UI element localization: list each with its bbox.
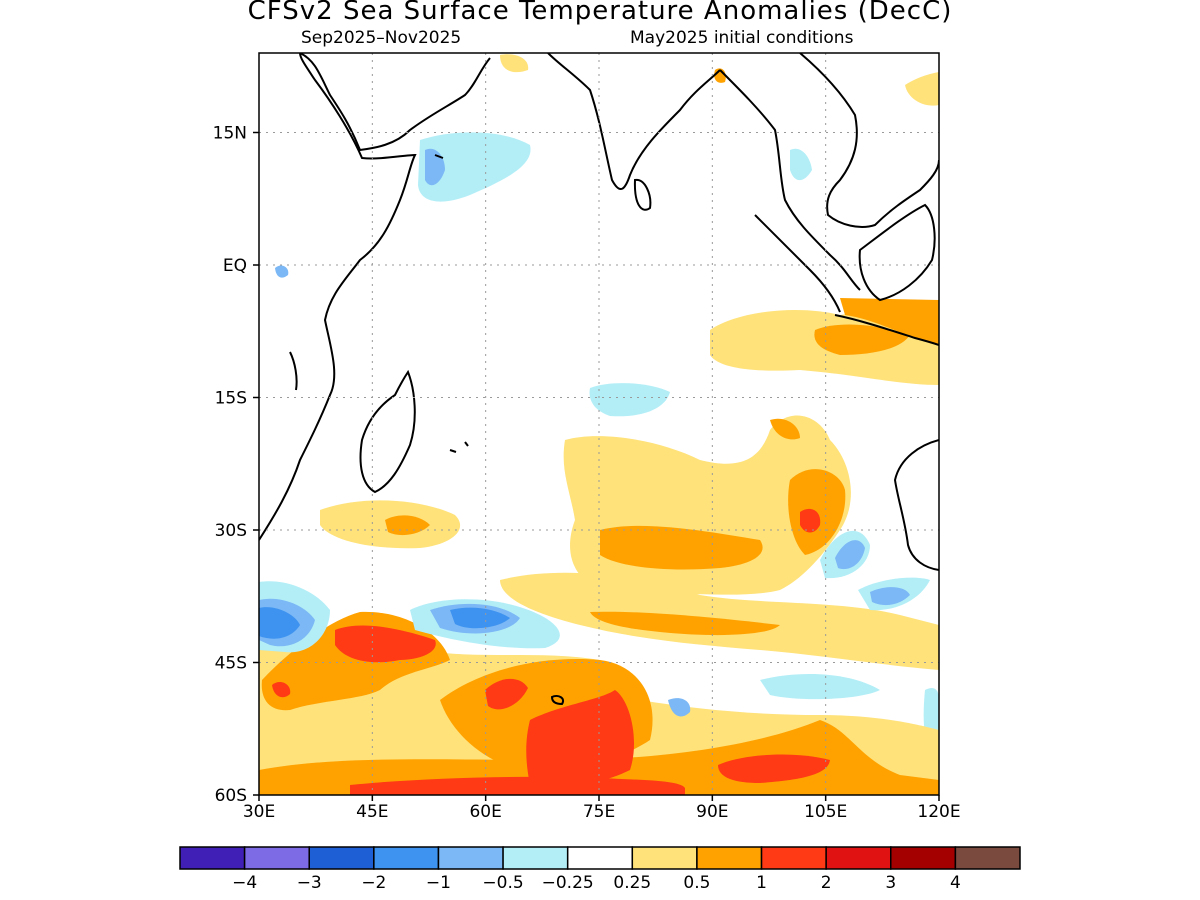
anomaly-patch-red (718, 754, 830, 783)
longitude-axis: 30E 45E 60E 75E 90E 105E 120E (243, 795, 961, 822)
x-tick-label: 105E (804, 802, 847, 822)
coastline-arabia (299, 53, 491, 152)
anomaly-patch-mid-blue (870, 587, 910, 606)
coastlines (259, 53, 939, 706)
x-tick-label: 45E (356, 802, 388, 822)
legend-label: 3 (885, 873, 896, 893)
anomaly-patch-blue (450, 607, 510, 629)
graticule (259, 53, 939, 795)
coastline-small-island (434, 154, 444, 159)
y-tick-label: 15N (213, 124, 247, 144)
legend-label: −0.25 (542, 873, 594, 893)
anomaly-patch-red (350, 776, 685, 795)
x-tick-label: 120E (917, 802, 960, 822)
legend-swatch (954, 846, 1021, 870)
sst-anomaly-field (259, 54, 939, 795)
legend-swatch (696, 846, 763, 870)
anomaly-patch-yellow (500, 54, 529, 73)
anomaly-patch-orange (770, 418, 800, 440)
coastline-borneo (858, 203, 936, 302)
anomaly-patch-orange (385, 515, 430, 536)
legend-label: 2 (821, 873, 832, 893)
coastline-madagascar (359, 369, 416, 494)
coastline-sri-lanka (633, 178, 652, 211)
legend-label: −3 (297, 873, 322, 893)
coastline-india (547, 53, 721, 190)
coastline-sumatra (754, 214, 841, 313)
coastline-australia (893, 439, 939, 571)
anomaly-patch-orange (840, 298, 939, 345)
x-tick-label: 75E (583, 802, 615, 822)
anomaly-patch-orange (814, 324, 910, 355)
x-tick-label: 90E (696, 802, 728, 822)
anomaly-patch-light-blue (760, 674, 880, 700)
anomaly-patch-orange (600, 525, 763, 570)
legend-label: −0.5 (482, 873, 523, 893)
legend-swatch (825, 846, 892, 870)
coastline-small-island (289, 351, 298, 391)
coastline-southeast-asia (719, 69, 861, 291)
anomaly-patch-mid-blue (275, 265, 289, 278)
anomaly-patch-mid-blue (835, 540, 865, 570)
legend-swatch (502, 846, 569, 870)
anomaly-patch-blue (259, 607, 300, 639)
legend-label: 0.5 (683, 873, 710, 893)
coastline-indochina (799, 53, 939, 228)
y-tick-label: 45S (215, 654, 247, 674)
legend-swatch (890, 846, 957, 870)
legend-swatch (308, 846, 375, 870)
anomaly-patch-light-blue (589, 383, 670, 417)
coastline-java (834, 314, 939, 346)
legend-label: 1 (756, 873, 767, 893)
legend-label: 0.25 (613, 873, 651, 893)
initial-conditions: May2025 initial conditions (630, 28, 854, 48)
legend-swatch (566, 846, 634, 870)
coastline-africa (259, 53, 417, 541)
coastline-small-island (449, 449, 457, 453)
legend-label: 4 (950, 873, 961, 893)
legend-label: −2 (361, 873, 386, 893)
y-tick-label: 60S (215, 786, 247, 806)
chart-title: CFSv2 Sea Surface Temperature Anomalies … (247, 0, 953, 26)
anomaly-patch-yellow (905, 72, 939, 106)
y-tick-label: EQ (223, 256, 247, 276)
forecast-period: Sep2025–Nov2025 (301, 28, 462, 48)
color-legend: −4 −3 −2 −1 −0.5 −0.25 0.25 0.5 1 2 3 4 (179, 846, 1021, 893)
x-tick-label: 30E (243, 802, 275, 822)
anomaly-patch-red (335, 625, 436, 663)
legend-swatch (179, 846, 246, 870)
coastline-small-island (464, 441, 469, 447)
coastline-small-island (550, 694, 564, 706)
x-tick-label: 60E (469, 802, 501, 822)
anomaly-patch-red (526, 690, 635, 787)
anomaly-patch-red (800, 508, 821, 533)
anomaly-patch-light-blue (790, 148, 812, 181)
legend-label: −4 (232, 873, 257, 893)
y-tick-label: 30S (215, 521, 247, 541)
legend-label: −1 (426, 873, 451, 893)
y-tick-label: 15S (215, 389, 247, 409)
legend-swatch (373, 846, 440, 870)
anomaly-patch-mid-blue (668, 698, 691, 717)
legend-swatch (437, 846, 504, 870)
legend-swatch (760, 846, 827, 870)
anomaly-patch-orange (590, 611, 780, 636)
latitude-axis: 15N EQ 15S 30S 45S 60S (213, 124, 259, 806)
legend-swatch (243, 846, 310, 870)
anomaly-patch-light-blue (418, 132, 531, 202)
anomaly-patch-red (485, 678, 528, 710)
legend-swatch (631, 846, 698, 870)
anomaly-patch-red (272, 681, 291, 698)
